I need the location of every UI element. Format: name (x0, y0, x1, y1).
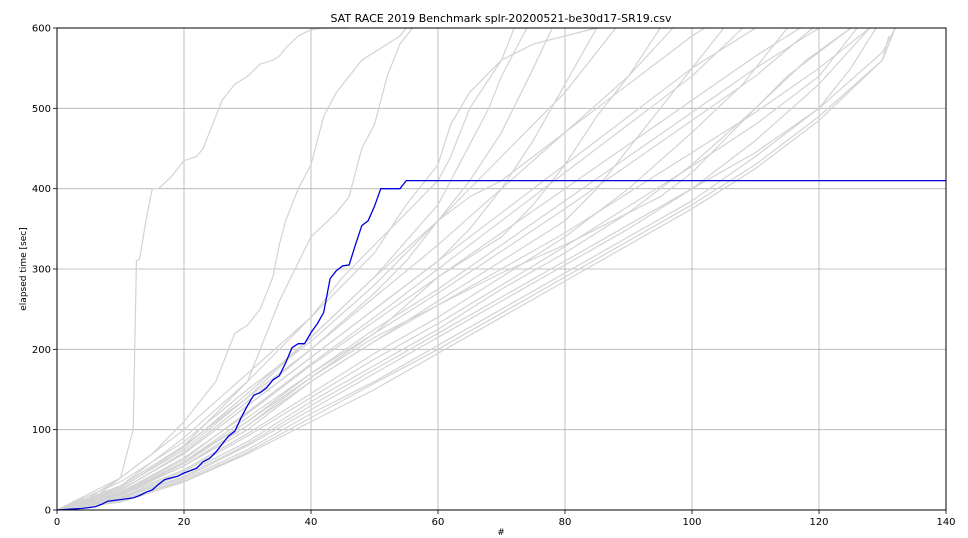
background-series-line (56, 27, 896, 511)
y-tick-label: 100 (32, 425, 51, 436)
x-tick-label: 0 (54, 517, 60, 528)
chart-title: SAT RACE 2019 Benchmark splr-20200521-be… (331, 12, 672, 25)
y-axis: 0 100 200 300 400 500 600 (32, 24, 57, 517)
background-series-line (56, 27, 674, 511)
x-tick-label: 80 (559, 517, 572, 528)
y-tick-label: 200 (32, 345, 51, 356)
x-tick-label: 140 (936, 517, 955, 528)
highlight-series-group (56, 179, 946, 511)
background-series-line (56, 27, 871, 511)
y-tick-label: 300 (32, 265, 51, 276)
y-tick-label: 500 (32, 104, 51, 115)
y-axis-label: elapsed time [sec] (19, 227, 29, 310)
background-series-line (56, 27, 553, 511)
x-tick-label: 120 (809, 517, 828, 528)
background-series-line (56, 27, 813, 511)
y-tick-label: 400 (32, 184, 51, 195)
x-tick-label: 100 (682, 517, 701, 528)
background-series-line (56, 27, 756, 511)
x-axis-label: # (497, 528, 505, 538)
background-series-line (56, 27, 350, 511)
background-series-line (56, 27, 896, 511)
background-series-line (56, 27, 801, 511)
background-series-line (56, 27, 820, 511)
background-series-line (56, 27, 413, 511)
background-series-line (56, 27, 788, 511)
background-series-line (56, 27, 617, 511)
background-series-line (56, 27, 515, 511)
x-axis: 0 20 40 60 80 100 120 140 (54, 510, 956, 528)
background-series-group (56, 27, 896, 511)
background-series-line (56, 27, 877, 511)
y-tick-label: 0 (45, 506, 51, 517)
x-tick-label: 40 (305, 517, 318, 528)
highlight-series-line (56, 179, 946, 511)
background-series-line (56, 27, 744, 511)
y-tick-label: 600 (32, 24, 51, 35)
background-series-line (56, 27, 858, 511)
x-tick-label: 60 (432, 517, 445, 528)
background-series-line (56, 27, 597, 511)
background-series-line (56, 35, 890, 511)
background-series-line (56, 27, 706, 511)
x-tick-label: 20 (178, 517, 191, 528)
